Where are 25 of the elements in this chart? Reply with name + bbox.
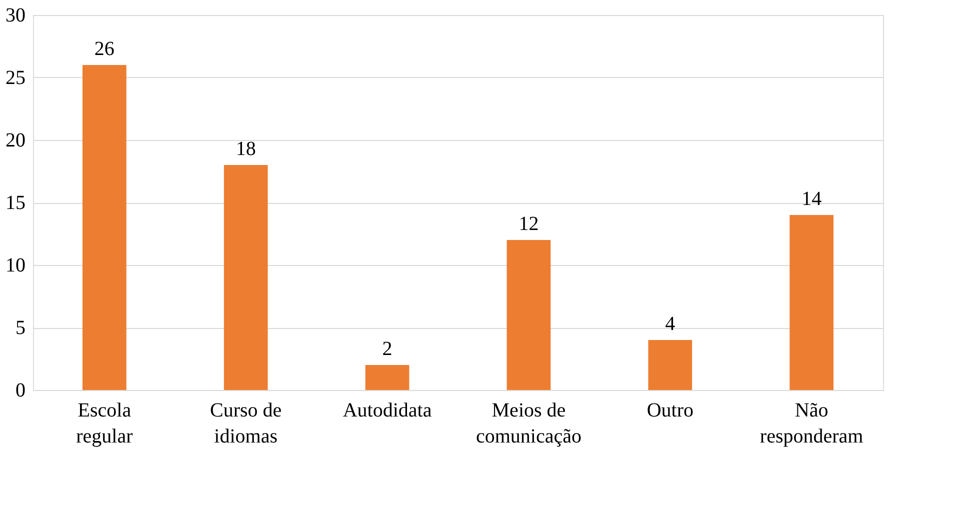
x-tick-label: Outro: [646, 400, 694, 422]
x-tick-label: Autodidata: [342, 400, 432, 422]
data-label: 2: [382, 338, 392, 360]
y-tick-label: 10: [6, 254, 26, 276]
y-tick-label: 0: [16, 380, 26, 402]
y-tick-label: 5: [16, 317, 26, 339]
x-tick-label: Meios de comunicação: [476, 400, 582, 448]
bar: [224, 165, 268, 390]
data-label: 12: [518, 213, 539, 235]
data-label: 26: [94, 38, 114, 60]
bar: [82, 65, 126, 390]
x-tick-label: Não responderam: [760, 400, 864, 448]
y-tick-label: 20: [6, 130, 26, 152]
bar: [790, 215, 834, 390]
data-label: 18: [236, 138, 256, 160]
x-tick-label: Curso de idiomas: [210, 400, 282, 448]
data-label: 14: [802, 188, 822, 210]
y-tick-label: 15: [6, 192, 26, 214]
y-tick-label: 25: [6, 67, 26, 89]
bar: [648, 340, 692, 390]
y-tick-label: 30: [6, 4, 26, 26]
data-label: 4: [665, 313, 676, 335]
bar: [365, 365, 410, 390]
bar: [506, 240, 551, 390]
x-tick-label: Escola regular: [76, 400, 134, 448]
